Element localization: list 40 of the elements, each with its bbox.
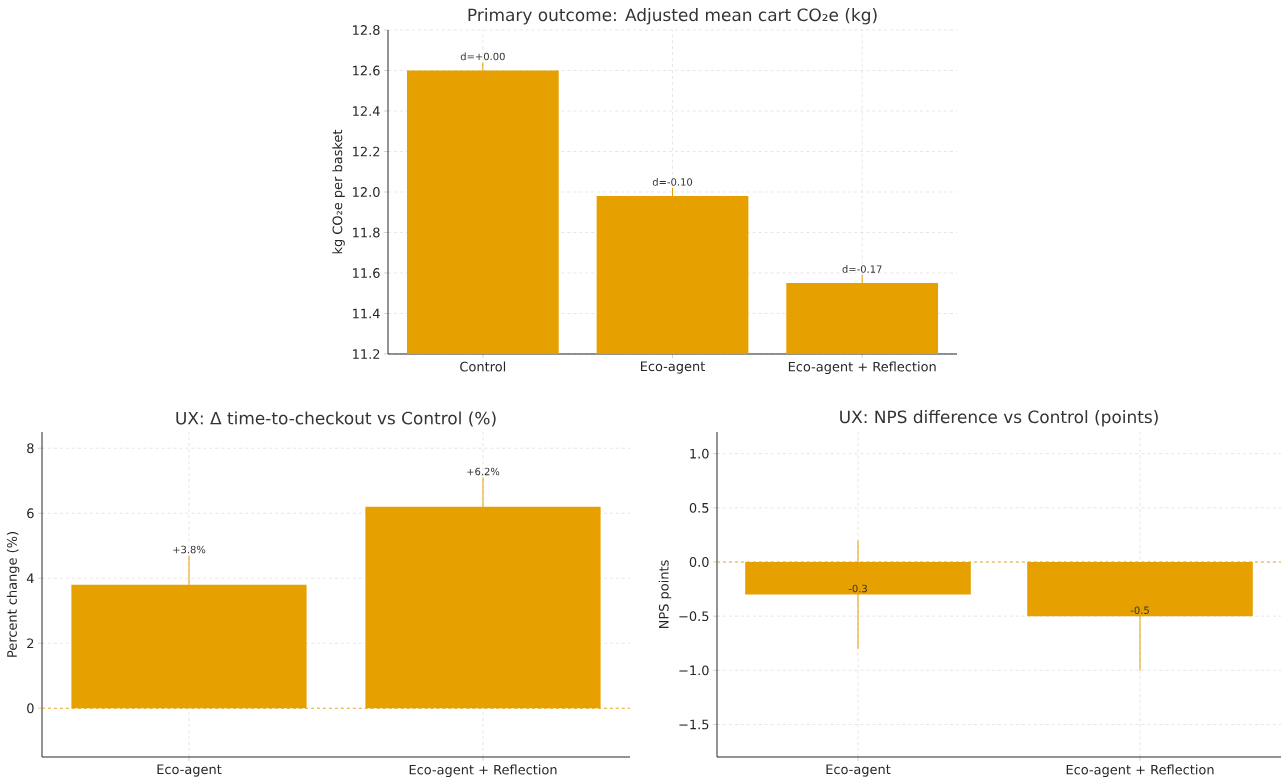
y-tick-label: 8 (27, 443, 34, 454)
x-tick-label: Eco-agent + Reflection (1066, 764, 1214, 778)
x-tick-label: Control (460, 361, 506, 372)
y-tick-label: 0.0 (689, 557, 709, 567)
data-label: -0.3 (848, 584, 867, 593)
y-tick-label: −0.5 (679, 611, 709, 622)
x-tick-label: Eco-agent + Reflection (788, 361, 936, 375)
y-tick-label: 12.2 (353, 146, 380, 157)
data-label: +3.8% (173, 545, 206, 554)
y-tick-label: 11.8 (353, 227, 380, 238)
data-label: +6.2% (467, 467, 500, 476)
y-tick-label: 12.4 (353, 106, 380, 116)
y-axis-title: NPS points (658, 560, 672, 629)
y-tick-label: 12.8 (353, 25, 380, 35)
x-tick-label: Eco-agent (157, 764, 222, 777)
y-tick-label: 11.6 (353, 268, 380, 278)
annotation: d=-0.17 (842, 265, 882, 273)
y-tick-label: −1.0 (679, 665, 709, 676)
y-tick-label: 6 (27, 508, 34, 519)
annotation: d=-0.10 (652, 178, 693, 186)
y-tick-label: 11.4 (353, 308, 380, 319)
chart-title: Primary outcome: Adjusted mean cart CO₂e (kg) (468, 8, 877, 25)
y-tick-label: 1.0 (690, 448, 709, 459)
y-tick-label: 2 (27, 638, 34, 649)
data-label: -0.5 (1130, 606, 1149, 614)
y-tick-label: 0.5 (689, 502, 709, 513)
y-axis-title: kg CO₂e per basket (332, 129, 345, 254)
y-tick-label: 12.0 (353, 187, 380, 197)
y-tick-label: 11.2 (353, 349, 380, 359)
y-axis-title: Percent change (%) (6, 532, 20, 657)
x-tick-label: Eco-agent + Reflection (409, 764, 557, 778)
y-tick-label: −1.5 (679, 719, 709, 730)
chart-title: UX: Δ time-to-checkout vs Control (%) (176, 411, 496, 427)
x-tick-label: Eco-agent (641, 361, 705, 374)
annotation: d=+0.00 (460, 52, 505, 61)
y-tick-label: 4 (26, 573, 34, 583)
x-tick-label: Eco-agent (826, 764, 891, 777)
chart-title: UX: NPS difference vs Control (points) (840, 410, 1158, 427)
y-tick-label: 12.6 (353, 65, 380, 76)
y-tick-label: 0 (27, 703, 34, 714)
